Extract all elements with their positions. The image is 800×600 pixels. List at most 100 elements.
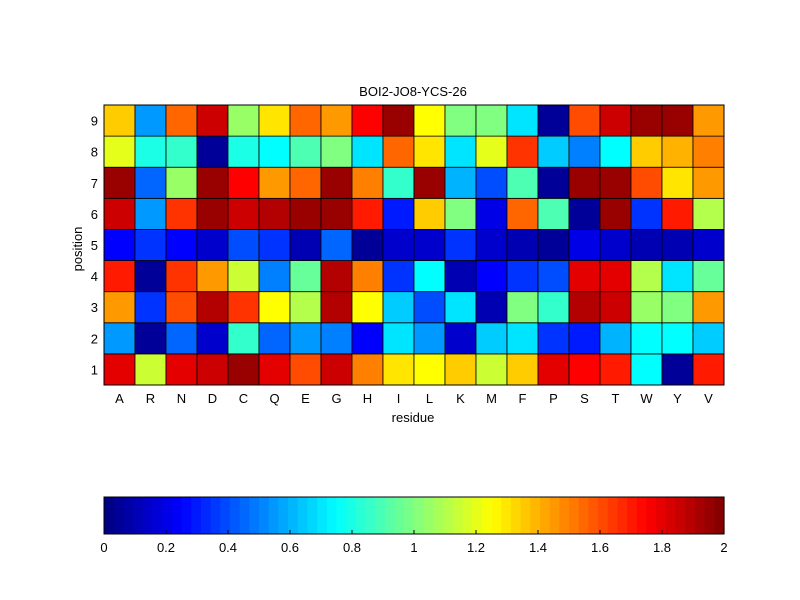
heatmap-cell	[227, 291, 260, 324]
heatmap-cell	[351, 197, 384, 230]
colorbar-segment	[472, 497, 483, 534]
heatmap-cell	[320, 197, 353, 230]
heatmap-cell	[444, 104, 477, 137]
heatmap-cell	[134, 291, 167, 324]
heatmap-cell	[599, 260, 632, 293]
colorbar-segment	[501, 497, 512, 534]
heatmap-cell	[351, 135, 384, 168]
heatmap-cell	[661, 353, 694, 386]
colorbar-frame	[103, 496, 725, 535]
heatmap-cell	[506, 353, 539, 386]
heatmap-cell	[630, 322, 663, 355]
heatmap-cell	[506, 322, 539, 355]
colorbar-segment	[113, 497, 124, 534]
heatmap-cell	[475, 260, 508, 293]
heatmap-cell	[103, 166, 136, 199]
heatmap-cell	[661, 229, 694, 261]
heatmap-cell	[382, 166, 415, 199]
colorbar-segment	[239, 497, 250, 534]
y-tick-labels: 1 2 3 4 5 6 7 8 9	[91, 114, 98, 378]
heatmap-cell	[351, 291, 384, 324]
heatmap-cell	[227, 104, 260, 137]
heatmap-cell	[537, 291, 570, 324]
heatmap-cell	[413, 353, 446, 386]
heatmap-cell	[103, 353, 136, 386]
heatmap-cell	[568, 229, 601, 261]
x-tick-label: T	[612, 391, 620, 406]
y-tick-label: 7	[91, 176, 98, 191]
heatmap-cell	[506, 166, 539, 199]
heatmap-cells	[103, 104, 725, 386]
colorbar-segment	[539, 497, 551, 534]
heatmap-cell	[599, 104, 632, 137]
colorbar-segment	[394, 497, 405, 534]
heatmap-cell	[568, 291, 601, 324]
colorbar-segment	[443, 497, 454, 534]
colorbar-segment	[249, 497, 260, 534]
colorbar-tick-labels: 0 0.2 0.4 0.6 0.8 1 1.2 1.4 1.6 1.8 2	[100, 540, 727, 555]
heatmap-cell	[165, 322, 198, 355]
heatmap-cell	[382, 291, 415, 324]
colorbar-segment	[414, 497, 425, 534]
colorbar-tick-label: 1.4	[529, 540, 547, 555]
colorbar-segment	[317, 497, 328, 534]
colorbar-segment	[704, 497, 715, 534]
colorbar-segment	[288, 497, 299, 534]
colorbar-segment	[229, 497, 241, 534]
heatmap-cell	[475, 197, 508, 230]
heatmap-cell	[630, 260, 663, 293]
heatmap-cell	[227, 260, 260, 293]
heatmap-cell	[382, 135, 415, 168]
colorbar-segment	[278, 497, 289, 534]
heatmap-cell	[289, 197, 322, 230]
heatmap-cell	[413, 135, 446, 168]
heatmap-cell	[103, 260, 136, 293]
colorbar-tick-label: 0.2	[157, 540, 175, 555]
heatmap-cell	[661, 135, 694, 168]
colorbar-segment	[530, 497, 541, 534]
heatmap-cell	[444, 260, 477, 293]
heatmap-cell	[692, 166, 725, 199]
heatmap-cell	[413, 291, 446, 324]
heatmap-cell	[103, 135, 136, 168]
colorbar-tick-label: 1.6	[591, 540, 609, 555]
colorbar-segment	[268, 497, 279, 534]
heatmap-cell	[692, 291, 725, 324]
colorbar-segment	[452, 497, 464, 534]
colorbar-segment	[665, 497, 677, 534]
heatmap-cell	[227, 166, 260, 199]
heatmap-cell	[692, 260, 725, 293]
y-tick-label: 6	[91, 207, 98, 222]
y-tick-label: 2	[91, 331, 98, 346]
heatmap-cell	[568, 166, 601, 199]
colorbar-segment	[685, 497, 696, 534]
colorbar-segment	[714, 497, 725, 534]
colorbar-tick-label: 0.6	[281, 540, 299, 555]
x-tick-label: R	[146, 391, 155, 406]
heatmap-cell	[227, 229, 260, 261]
chart-title: BOI2-JO8-YCS-26	[359, 84, 467, 99]
heatmap-cell	[692, 104, 725, 137]
heatmap-cell	[351, 166, 384, 199]
heatmap-cell	[506, 104, 539, 137]
heatmap-cell	[413, 166, 446, 199]
heatmap-cell	[692, 229, 725, 261]
heatmap-cell	[599, 166, 632, 199]
heatmap-cell	[599, 353, 632, 386]
heatmap-cell	[444, 291, 477, 324]
y-tick-label: 8	[91, 145, 98, 160]
heatmap-cell	[103, 197, 136, 230]
heatmap-cell	[382, 322, 415, 355]
colorbar-tick-label: 1	[410, 540, 417, 555]
x-tick-label: V	[704, 391, 713, 406]
colorbar-segment	[423, 497, 434, 534]
colorbar-segment	[617, 497, 628, 534]
colorbar-segment	[191, 497, 202, 534]
heatmap-cell	[475, 291, 508, 324]
x-tick-label: C	[239, 391, 248, 406]
colorbar-segment	[181, 497, 192, 534]
x-tick-label: E	[301, 391, 310, 406]
colorbar-segment	[200, 497, 212, 534]
y-tick-label: 3	[91, 300, 98, 315]
